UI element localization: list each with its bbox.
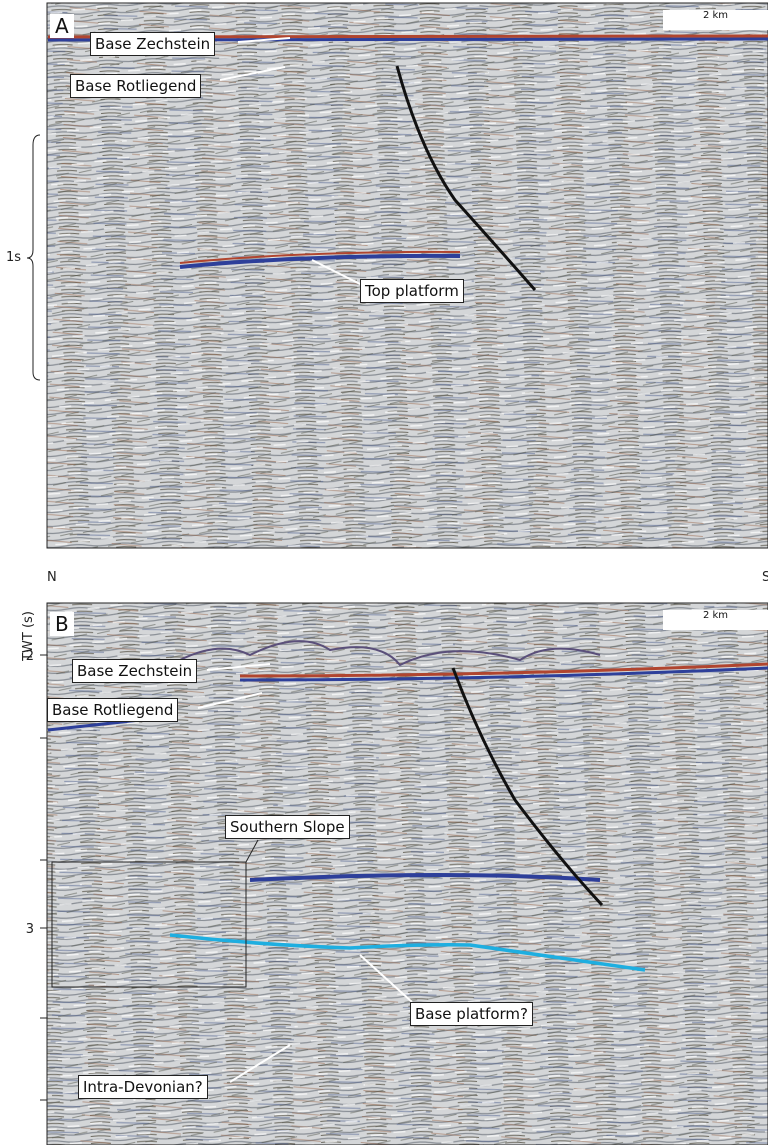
panel-b-image (40, 603, 768, 1145)
direction: S (762, 570, 768, 585)
tick-label: 3 (26, 922, 34, 937)
label: Base Rotliegend (70, 74, 201, 98)
label: Base Zechstein (72, 659, 197, 683)
label: Base Rotliegend (47, 698, 178, 722)
label: Top platform (360, 279, 464, 303)
label: Intra-Devonian? (78, 1075, 208, 1099)
panel-letter: A (50, 14, 74, 38)
tick-label: 2 (26, 649, 34, 664)
direction: N (47, 570, 57, 585)
label: Southern Slope (225, 815, 350, 839)
figure: TWT (s) 2 3 (0, 0, 768, 1145)
scale-bar: 2 km (663, 610, 768, 630)
label: Base Zechstein (90, 32, 215, 56)
panel-letter: B (50, 612, 74, 636)
scale-bar: 2 km (663, 10, 768, 30)
page: {"panel_a": {"letter": "A", "scale_bar":… (0, 0, 768, 1145)
label: Base platform? (410, 1002, 533, 1026)
time-bracket: 1s (6, 250, 21, 265)
